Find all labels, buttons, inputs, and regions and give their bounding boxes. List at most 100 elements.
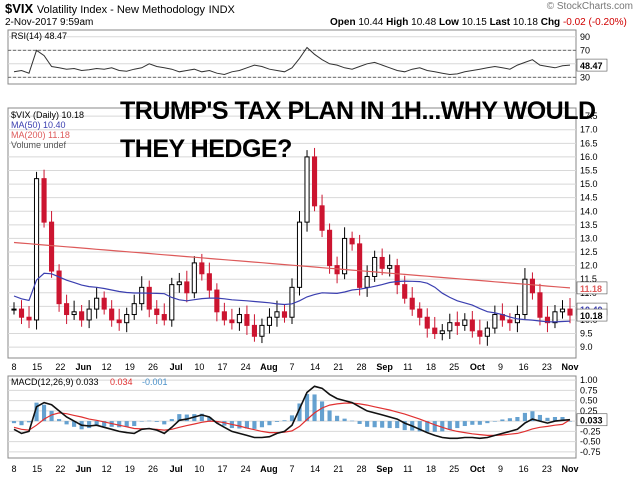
price-candle-body: [289, 286, 295, 318]
macd-x-label: 24: [241, 464, 251, 474]
macd-hist-bar: [297, 403, 302, 422]
price-candle-body: [139, 286, 145, 305]
price-candle-body: [94, 297, 100, 310]
macd-x-label: Jun: [75, 464, 91, 474]
price-candle-body: [432, 327, 438, 335]
macd-tick-label: 0.50: [580, 396, 598, 406]
price-x-label: 17: [217, 362, 227, 372]
macd-hist-bar: [154, 421, 159, 422]
price-candle-body: [131, 303, 137, 316]
macd-hist-bar: [470, 421, 475, 425]
macd-hist-bar: [117, 421, 122, 428]
price-candle-body: [169, 284, 175, 321]
macd-hist-bar: [49, 410, 54, 422]
price-tick-label: 12.0: [580, 261, 598, 271]
price-candle-body: [394, 265, 400, 286]
price-candle-body: [176, 281, 182, 286]
macd-hist-bar: [327, 410, 332, 422]
price-candle-body: [462, 319, 468, 326]
price-x-label: 28: [356, 362, 366, 372]
macd-legend-signal: 0.034: [110, 377, 133, 387]
price-candle-body: [154, 308, 160, 316]
price-candle-body: [364, 275, 370, 288]
price-candle-body: [529, 278, 535, 294]
macd-hist-bar: [522, 412, 527, 422]
price-candle-body: [402, 284, 408, 299]
price-candle-body: [304, 156, 310, 223]
macd-tick-label: 0.25: [580, 406, 598, 416]
overlay-line-1: TRUMP'S TAX PLAN IN 1H...WHY WOULD: [120, 97, 596, 125]
macd-legend-hist: -0.001: [142, 377, 168, 387]
chg-value: -0.02 (-0.20%): [562, 17, 627, 28]
price-candle-body: [552, 311, 558, 324]
price-candle-body: [342, 237, 348, 275]
macd-hist-bar: [252, 421, 257, 429]
macd-x-label: 22: [55, 464, 65, 474]
macd-hist-bar: [567, 421, 573, 422]
macd-hist-bar: [515, 417, 520, 422]
chart-datetime: 2-Nov-2017 9:59am: [5, 17, 94, 28]
macd-x-label: Sep: [376, 464, 393, 474]
macd-x-label: Aug: [260, 464, 278, 474]
rsi-legend: RSI(14) 48.47: [11, 31, 67, 41]
macd-tick-label: -0.25: [580, 426, 601, 436]
price-last-close: 10.18: [580, 311, 603, 321]
price-candle-body: [372, 256, 378, 277]
macd-hist-bar: [455, 421, 460, 429]
rsi-tick-label: 90: [580, 32, 590, 42]
price-x-label: 14: [310, 362, 320, 372]
macd-x-label: 25: [449, 464, 459, 474]
macd-legend-main: MACD(12,26,9) 0.033: [11, 377, 99, 387]
price-x-label: Jun: [75, 362, 91, 372]
price-candle-body: [417, 308, 423, 318]
macd-last-label: 0.033: [580, 416, 603, 426]
last-value: 10.18: [512, 17, 538, 28]
macd-hist-bar: [34, 402, 39, 422]
macd-hist-bar: [507, 418, 512, 422]
high-value: 10.48: [411, 17, 437, 28]
price-candle-body: [116, 319, 122, 324]
macd-x-label: 28: [356, 464, 366, 474]
price-candle-body: [109, 308, 115, 321]
macd-hist-bar: [72, 421, 77, 427]
price-candle-body: [281, 311, 288, 318]
price-candle-body: [544, 316, 551, 324]
macd-hist-bar: [402, 421, 407, 431]
macd-hist-bar: [365, 421, 370, 427]
price-x-label: 11: [403, 362, 412, 372]
price-candle-body: [64, 303, 70, 316]
macd-x-label: 16: [519, 464, 529, 474]
price-candle-body: [236, 314, 242, 324]
price-candle-body: [86, 308, 92, 321]
macd-x-label: Oct: [470, 464, 485, 474]
price-candle-body: [49, 221, 55, 272]
macd-hist-bar: [222, 421, 227, 426]
macd-tick-label: -0.75: [580, 447, 601, 457]
macd-hist-bar: [304, 394, 310, 422]
macd-hist-bar: [395, 421, 400, 429]
price-candle-body: [146, 286, 152, 310]
price-x-label: 19: [125, 362, 135, 372]
price-x-label: Nov: [561, 362, 578, 372]
macd-x-label: Nov: [561, 464, 578, 474]
price-candle-body: [439, 330, 445, 335]
quote-summary: Open 10.44 High 10.48 Low 10.15 Last 10.…: [330, 17, 627, 28]
price-candle-body: [327, 229, 333, 267]
macd-hist-bar: [207, 417, 212, 422]
overlay-line-2: THEY HEDGE?: [120, 135, 292, 163]
price-candle-body: [334, 265, 340, 275]
macd-hist-bar: [199, 413, 204, 422]
macd-hist-bar: [289, 415, 295, 422]
rsi-line: [13, 46, 571, 76]
macd-hist-bar: [267, 421, 272, 426]
price-x-label: 8: [11, 362, 16, 372]
price-x-label: 18: [426, 362, 436, 372]
price-candle-body: [296, 221, 303, 288]
macd-hist-bar: [259, 421, 265, 428]
macd-hist-bar: [162, 421, 167, 425]
macd-hist-bar: [372, 421, 377, 428]
price-candle-body: [507, 319, 513, 324]
price-x-label: Oct: [470, 362, 485, 372]
price-tick-label: 15.0: [580, 179, 598, 189]
price-candle-body: [567, 308, 573, 316]
